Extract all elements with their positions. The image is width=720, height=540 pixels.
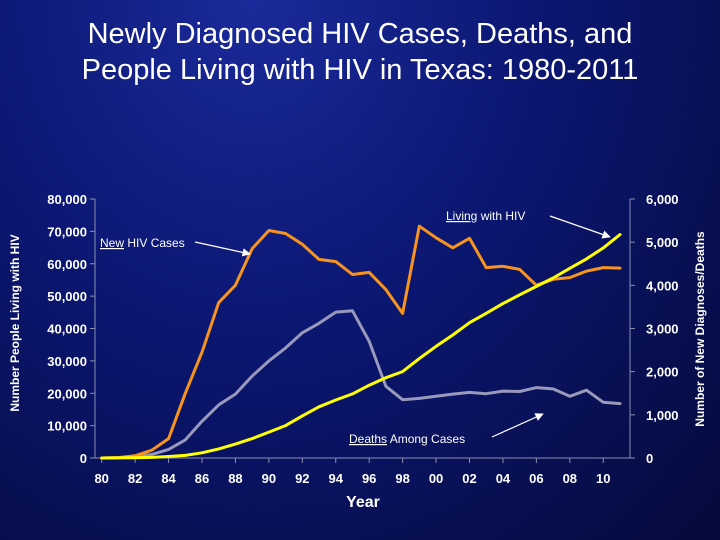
x-tick-label: 82 — [128, 471, 142, 486]
annotation-label-new-hiv-cases: New HIV Cases — [100, 236, 185, 250]
series-line-deaths — [100, 309, 622, 460]
annotation-rest-text: HIV Cases — [124, 236, 185, 250]
annotation-rest-text: with HIV — [477, 209, 525, 223]
x-tick-label: 98 — [395, 471, 409, 486]
chart-ticks: 0 10,000 20,000 30,000 40,000 50,000 60,000 70,… — [47, 192, 678, 486]
x-axis-title: Year — [346, 494, 380, 511]
annotation-arrow-new-hiv-cases — [194, 241, 251, 257]
left-y-tick-label: 60,000 — [47, 257, 87, 272]
right-y-tick-label: 3,000 — [646, 322, 679, 337]
right-y-tick-label: 5,000 — [646, 235, 679, 250]
slide-title-line-2: People Living with HIV in Texas: 1980-20… — [81, 54, 639, 86]
slide-title-line-1: Newly Diagnosed HIV Cases, Deaths, and — [87, 18, 633, 50]
annotation-label-living: Living with HIV — [446, 209, 525, 223]
x-tick-label: 00 — [429, 471, 443, 486]
annotation-label-deaths: Deaths Among Cases — [349, 432, 465, 446]
series-line-new-hiv-cases — [100, 224, 622, 460]
right-y-tick-label: 4,000 — [646, 278, 679, 293]
left-y-tick-label: 20,000 — [47, 386, 87, 401]
x-tick-label: 88 — [228, 471, 242, 486]
x-tick-label: 04 — [496, 471, 511, 486]
chart-axes: Year Number People Living with HIV Number … — [8, 199, 707, 511]
x-tick-label: 92 — [295, 471, 309, 486]
right-y-tick-label: 0 — [646, 451, 653, 466]
left-y-tick-label: 70,000 — [47, 224, 87, 239]
series-line-living — [100, 233, 622, 460]
left-y-axis-title: Number People Living with HIV — [8, 234, 22, 411]
annotation-arrow-living — [549, 215, 611, 239]
right-y-tick-label: 1,000 — [646, 408, 679, 423]
left-y-tick-label: 40,000 — [47, 322, 87, 337]
x-tick-label: 02 — [462, 471, 476, 486]
annotation-rest-text: Among Cases — [387, 432, 465, 446]
left-y-tick-label: 50,000 — [47, 289, 87, 304]
x-tick-label: 06 — [529, 471, 543, 486]
annotation-underlined-word: Deaths — [349, 432, 387, 446]
right-y-tick-label: 2,000 — [646, 365, 679, 380]
x-tick-label: 94 — [329, 471, 344, 486]
left-y-tick-label: 30,000 — [47, 354, 87, 369]
annotation-underlined-word: Living — [446, 209, 477, 223]
right-y-tick-label: 6,000 — [646, 192, 679, 207]
x-tick-label: 80 — [94, 471, 108, 486]
annotation-arrow-deaths — [491, 413, 544, 438]
slide-title: Newly Diagnosed HIV Cases, Deaths, and P… — [0, 16, 720, 88]
annotation-underlined-word: New — [100, 236, 124, 250]
right-y-axis-title: Number of New Diagnoses/Deaths — [693, 231, 707, 427]
x-tick-label: 86 — [195, 471, 209, 486]
x-tick-label: 84 — [161, 471, 176, 486]
left-y-tick-label: 0 — [80, 451, 87, 466]
left-y-tick-label: 80,000 — [47, 192, 87, 207]
x-tick-label: 96 — [362, 471, 376, 486]
chart-series — [100, 224, 622, 460]
x-tick-label: 90 — [262, 471, 276, 486]
x-tick-label: 08 — [563, 471, 577, 486]
left-y-tick-label: 10,000 — [47, 419, 87, 434]
chart-annotations: Living with HIV New HIV Cases Deaths Among… — [100, 209, 611, 446]
x-tick-label: 10 — [596, 471, 610, 486]
